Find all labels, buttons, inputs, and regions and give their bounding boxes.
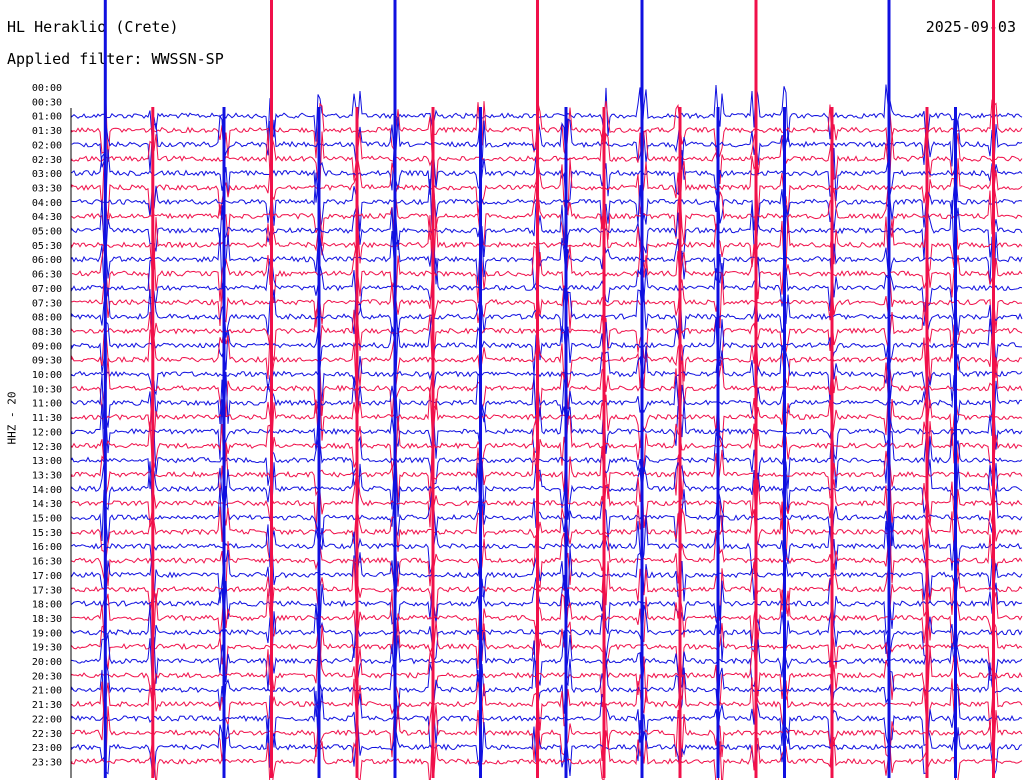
- trace-row-2300: [71, 718, 1023, 778]
- time-tick-label: 08:00: [32, 313, 62, 324]
- time-tick-label: 16:30: [32, 557, 62, 568]
- time-tick-label: 18:30: [32, 614, 62, 625]
- trace-row-2030: [71, 645, 1023, 708]
- trace-row-0300: [71, 147, 1023, 206]
- trace-row-0600: [71, 230, 1023, 289]
- trace-row-1830: [71, 587, 1023, 650]
- trace-row-0130: [71, 99, 1023, 162]
- time-tick-label: 14:30: [32, 499, 62, 510]
- time-tick-label: 12:30: [32, 442, 62, 453]
- trace-row-1300: [71, 429, 1023, 489]
- trace-row-1730: [71, 558, 1023, 621]
- time-tick-label: 04:30: [32, 212, 62, 223]
- time-tick-label: 03:00: [32, 169, 62, 180]
- time-tick-label: 11:30: [32, 413, 62, 424]
- trace-row-1700: [71, 543, 1023, 607]
- time-tick-label: 04:00: [32, 198, 62, 209]
- time-tick-label: 20:00: [32, 657, 62, 668]
- trace-row-1530: [71, 500, 1023, 563]
- time-tick-label: 00:30: [32, 97, 62, 108]
- trace-row-0100: [71, 84, 1023, 143]
- time-tick-label: 22:00: [32, 714, 62, 725]
- trace-row-2130: [71, 674, 1023, 735]
- time-tick-label: 13:30: [32, 470, 62, 481]
- time-tick-label: 15:30: [32, 528, 62, 539]
- time-tick-label: 21:30: [32, 700, 62, 711]
- time-tick-label: 02:00: [32, 140, 62, 151]
- time-tick-label: 23:30: [32, 757, 62, 768]
- trace-row-0830: [71, 302, 1023, 364]
- time-tick-label: 01:00: [32, 112, 62, 123]
- time-tick-label: 13:00: [32, 456, 62, 467]
- time-tick-label: 01:30: [32, 126, 62, 137]
- time-tick-label: 20:30: [32, 671, 62, 682]
- trace-row-1130: [71, 387, 1023, 448]
- time-tick-labels: 00:00 00:30 01:00 01:30 02:00 02:30 03:00 03:30…: [32, 83, 62, 768]
- time-tick-label: 06:30: [32, 270, 62, 281]
- time-tick-label: 02:30: [32, 155, 62, 166]
- time-tick-label: 19:30: [32, 643, 62, 654]
- time-tick-label: 22:30: [32, 729, 62, 740]
- trace-row-1930: [71, 619, 1023, 678]
- trace-row-1800: [71, 572, 1023, 636]
- time-tick-label: 10:00: [32, 370, 62, 381]
- trace-row-1330: [71, 445, 1023, 506]
- trace-row-1900: [71, 603, 1023, 663]
- time-tick-label: 09:30: [32, 356, 62, 367]
- trace-row-2230: [71, 701, 1023, 762]
- filter-label: Applied filter: WWSSN-SP: [7, 50, 224, 68]
- trace-row-0900: [71, 313, 1022, 377]
- time-tick-label: 11:00: [32, 399, 62, 410]
- trace-row-1230: [71, 414, 1023, 474]
- time-tick-label: 10:30: [32, 384, 62, 395]
- trace-row-0500: [71, 199, 1023, 262]
- time-tick-label: 06:00: [32, 255, 62, 266]
- station-title: HL Heraklio (Crete): [7, 18, 179, 36]
- time-tick-label: 14:00: [32, 485, 62, 496]
- trace-row-1200: [71, 399, 1023, 460]
- trace-row-2200: [71, 688, 1023, 749]
- trace-row-1000: [71, 345, 1023, 404]
- trace-row-0200: [71, 114, 1023, 172]
- trace-row-1600: [71, 515, 1023, 575]
- time-tick-label: 05:00: [32, 227, 62, 238]
- trace-row-1630: [71, 530, 1023, 589]
- time-tick-label: 05:30: [32, 241, 62, 252]
- trace-row-0330: [71, 156, 1023, 220]
- trace-row-2330: [71, 730, 1023, 780]
- time-tick-label: 16:00: [32, 542, 62, 553]
- trace-row-0730: [71, 272, 1023, 331]
- time-tick-label: 07:00: [32, 284, 62, 295]
- trace-row-0700: [71, 257, 1023, 320]
- trace-row-1400: [71, 459, 1023, 520]
- trace-row-1430: [71, 476, 1023, 534]
- trace-row-0630: [71, 244, 1023, 304]
- trace-row-1100: [71, 371, 1023, 431]
- time-tick-label: 15:00: [32, 514, 62, 525]
- trace-row-1030: [71, 357, 1023, 420]
- time-tick-label: 08:30: [32, 327, 62, 338]
- time-tick-label: 09:00: [32, 341, 62, 352]
- time-tick-label: 17:30: [32, 585, 62, 596]
- trace-row-0430: [71, 184, 1023, 247]
- trace-row-2000: [71, 630, 1023, 691]
- trace-row-2100: [71, 657, 1023, 720]
- time-tick-label: 23:00: [32, 743, 62, 754]
- time-tick-label: 00:00: [32, 83, 62, 94]
- trace-row-0400: [71, 172, 1023, 232]
- time-tick-label: 19:00: [32, 628, 62, 639]
- time-tick-label: 12:00: [32, 427, 62, 438]
- trace-row-1500: [71, 486, 1023, 550]
- trace-row-0530: [71, 214, 1023, 274]
- time-tick-label: 03:30: [32, 183, 62, 194]
- trace-row-0800: [71, 287, 1023, 344]
- trace-row-0230: [71, 129, 1023, 188]
- time-tick-label: 07:30: [32, 298, 62, 309]
- seismogram-traces: [71, 0, 1023, 780]
- time-tick-label: 17:00: [32, 571, 62, 582]
- time-tick-label: 21:00: [32, 686, 62, 697]
- time-tick-label: 18:00: [32, 600, 62, 611]
- trace-row-0930: [71, 328, 1023, 388]
